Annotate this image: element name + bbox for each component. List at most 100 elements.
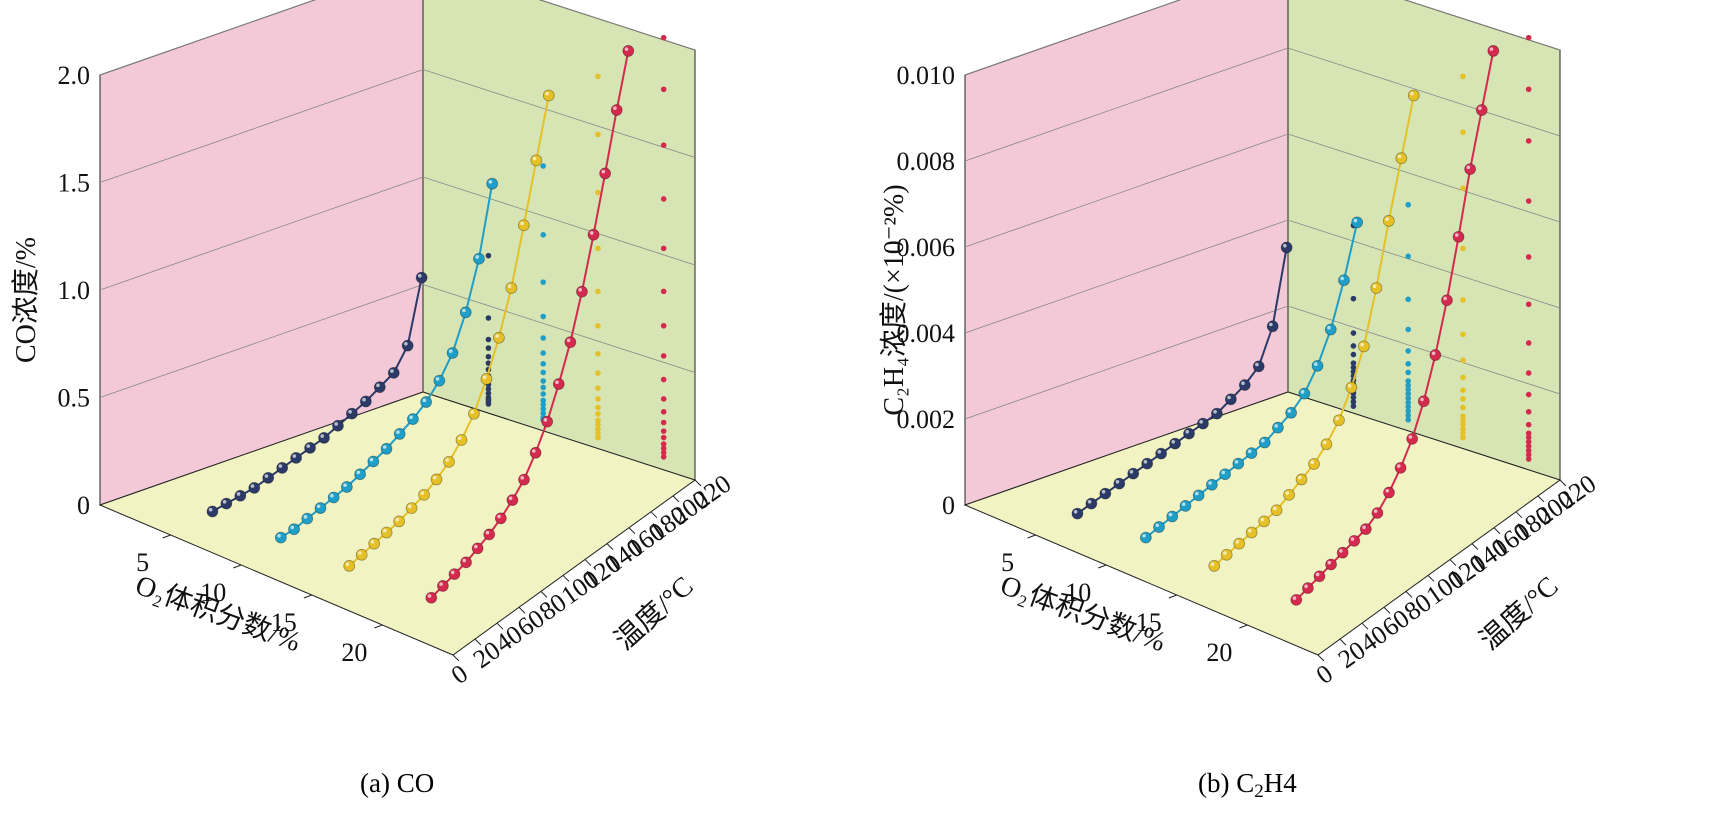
- series-o2-5: [206, 252, 492, 518]
- data-point: [517, 219, 530, 232]
- data-point-highlight: [1073, 510, 1078, 514]
- data-point: [314, 502, 327, 514]
- temp-tick: [452, 654, 460, 662]
- data-point: [459, 306, 472, 319]
- wall-projection-point: [1350, 360, 1357, 366]
- z-tick-label: 0.004: [897, 319, 956, 348]
- wall-projection-point: [485, 353, 492, 360]
- data-point-highlight: [1213, 410, 1217, 414]
- wall-projection-point: [1460, 426, 1466, 432]
- temp-tick: [606, 543, 614, 550]
- data-point: [541, 415, 554, 428]
- data-point-highlight: [1335, 416, 1339, 421]
- data-point: [1324, 323, 1337, 336]
- data-point-highlight: [1372, 284, 1377, 288]
- o2-tick-label: 20: [1206, 638, 1232, 667]
- data-point-highlight: [1168, 512, 1173, 517]
- wall-projection-point: [1460, 297, 1466, 303]
- data-point: [1336, 546, 1349, 559]
- series-o2-21: [425, 34, 667, 604]
- data-point-highlight: [306, 444, 311, 448]
- wall-projection-point: [1350, 364, 1357, 371]
- data-point: [576, 285, 588, 298]
- wall-projection-point: [595, 411, 601, 417]
- data-point: [1224, 393, 1237, 406]
- wall-projection-point: [1405, 391, 1411, 397]
- wall-projection-point: [1460, 404, 1466, 411]
- o2-tick: [1027, 534, 1036, 539]
- data-point: [1219, 468, 1231, 481]
- wall-projection-point: [540, 279, 546, 285]
- data-point: [1301, 582, 1314, 594]
- wall-projection-point: [595, 430, 601, 437]
- wall-projection-point: [540, 391, 546, 397]
- data-point: [448, 568, 461, 581]
- data-point-highlight: [1360, 342, 1364, 347]
- data-point: [506, 494, 519, 506]
- o2-tick: [1168, 594, 1177, 599]
- data-point: [1169, 437, 1181, 450]
- data-point-highlight: [1269, 322, 1273, 327]
- wall-projection-point: [1525, 447, 1532, 454]
- data-point-highlight: [601, 169, 606, 174]
- data-point-highlight: [1227, 395, 1231, 400]
- data-point: [1085, 497, 1098, 510]
- temp-tick: [1317, 654, 1325, 662]
- wall-projection-point: [595, 370, 601, 376]
- data-point-highlight: [555, 380, 559, 385]
- data-point: [1155, 447, 1168, 460]
- data-point-highlight: [278, 464, 283, 468]
- data-point: [1245, 526, 1258, 539]
- o2-tick: [233, 564, 242, 569]
- data-point-highlight: [589, 231, 594, 235]
- data-point: [1406, 432, 1419, 445]
- data-point: [1233, 537, 1246, 550]
- data-point-highlight: [462, 558, 467, 563]
- data-point: [1208, 560, 1221, 572]
- data-point: [1325, 558, 1337, 571]
- data-point-highlight: [422, 398, 427, 403]
- data-point-highlight: [532, 156, 537, 161]
- data-point-highlight: [1235, 540, 1240, 544]
- series-o2-15: [343, 73, 601, 572]
- data-point: [1266, 320, 1279, 333]
- data-point-highlight: [578, 288, 582, 292]
- data-point: [393, 515, 406, 528]
- data-point: [1166, 510, 1179, 523]
- data-point-highlight: [418, 274, 422, 278]
- wall-projection-point: [595, 426, 601, 432]
- wall-projection-point: [1350, 403, 1357, 409]
- data-point: [471, 542, 484, 555]
- data-point-highlight: [1385, 217, 1389, 221]
- data-point: [1099, 487, 1112, 500]
- data-point-highlight: [1285, 491, 1290, 495]
- wall-projection-point: [485, 315, 492, 321]
- data-point-highlight: [482, 375, 487, 380]
- wall-projection-point: [1525, 391, 1532, 398]
- z-tick-label: 0.008: [897, 147, 956, 176]
- data-point-highlight: [531, 449, 536, 453]
- data-point: [393, 428, 406, 440]
- data-point: [1245, 447, 1258, 460]
- caption-c2h4-pre: (b) C: [1198, 768, 1255, 798]
- data-point-highlight: [292, 454, 297, 458]
- data-point-highlight: [474, 544, 478, 549]
- data-point-highlight: [508, 496, 513, 501]
- data-point-highlight: [1185, 430, 1189, 434]
- temp-tick: [694, 479, 702, 487]
- data-point-highlight: [1272, 506, 1277, 511]
- wall-projection-point: [1460, 430, 1466, 437]
- wall-projection-point: [660, 376, 667, 383]
- data-point: [359, 395, 372, 408]
- co-3d-chart: 00.51.01.52.0CO浓度/%5101520O₂体积分数/%020406…: [10, 0, 736, 690]
- temp-tick: [628, 527, 636, 535]
- data-point-highlight: [320, 434, 325, 438]
- temp-tick-label: 0: [1311, 659, 1338, 690]
- data-point-highlight: [1397, 154, 1402, 159]
- data-point: [274, 531, 287, 544]
- data-point: [1348, 534, 1361, 547]
- data-point: [460, 556, 472, 569]
- o2-tick-label: 20: [341, 638, 367, 667]
- temp-tick: [672, 495, 680, 503]
- data-point: [1295, 473, 1308, 486]
